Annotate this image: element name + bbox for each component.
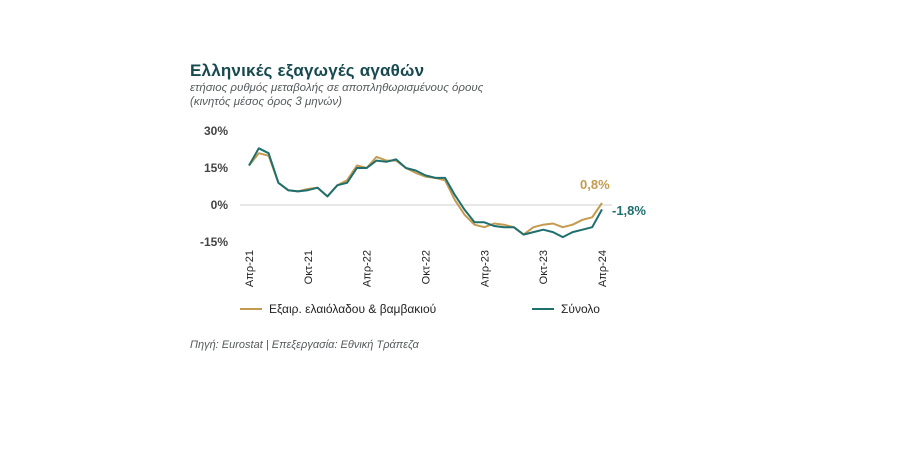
legend-label-total: Σύνολο [561, 302, 600, 316]
end-label-excl: 0,8% [580, 177, 610, 192]
chart-title: Ελληνικές εξαγωγές αγαθών [190, 61, 425, 80]
x-tick-label: Απρ-24 [597, 250, 609, 287]
series-line-total [248, 147, 603, 239]
legend-label-excl: Εξαιρ. ελαιόλαδου & βαμβακιού [269, 302, 436, 316]
x-tick-label: Απρ-23 [479, 250, 491, 287]
y-tick-label: 15% [204, 161, 228, 175]
source-note: Πηγή: Eurostat | Επεξεργασία: Εθνική Τρά… [190, 339, 419, 351]
series-line-excl [248, 152, 603, 236]
subtitle-line-2: (κινητός μέσος όρος 3 μηνών) [190, 96, 342, 108]
y-tick-label: 30% [204, 124, 228, 138]
x-tick-label: Απρ-22 [362, 250, 374, 287]
end-label-total: -1,8% [612, 203, 646, 218]
x-tick-label: Οκτ-23 [538, 250, 550, 284]
legend: Εξαιρ. ελαιόλαδου & βαμβακιού Σύνολο [240, 302, 600, 316]
y-tick-label: 0% [211, 198, 229, 212]
subtitle-line-1: ετήσιος ρυθμός μεταβολής σε αποπληθωρισμ… [190, 82, 484, 94]
y-tick-label: -15% [200, 235, 228, 249]
x-tick-label: Οκτ-22 [421, 250, 433, 284]
y-axis: 30% 15% 0% -15% [200, 124, 228, 249]
x-tick-label: Οκτ-21 [303, 250, 315, 284]
x-axis: Απρ-21 Οκτ-21 Απρ-22 Οκτ-22 Απρ-23 Οκτ-23 Απρ-… [244, 250, 609, 287]
x-tick-label: Απρ-21 [244, 250, 256, 287]
chart-subtitle: ετήσιος ρυθμός μεταβολής σε αποπληθωρισμ… [190, 81, 483, 109]
